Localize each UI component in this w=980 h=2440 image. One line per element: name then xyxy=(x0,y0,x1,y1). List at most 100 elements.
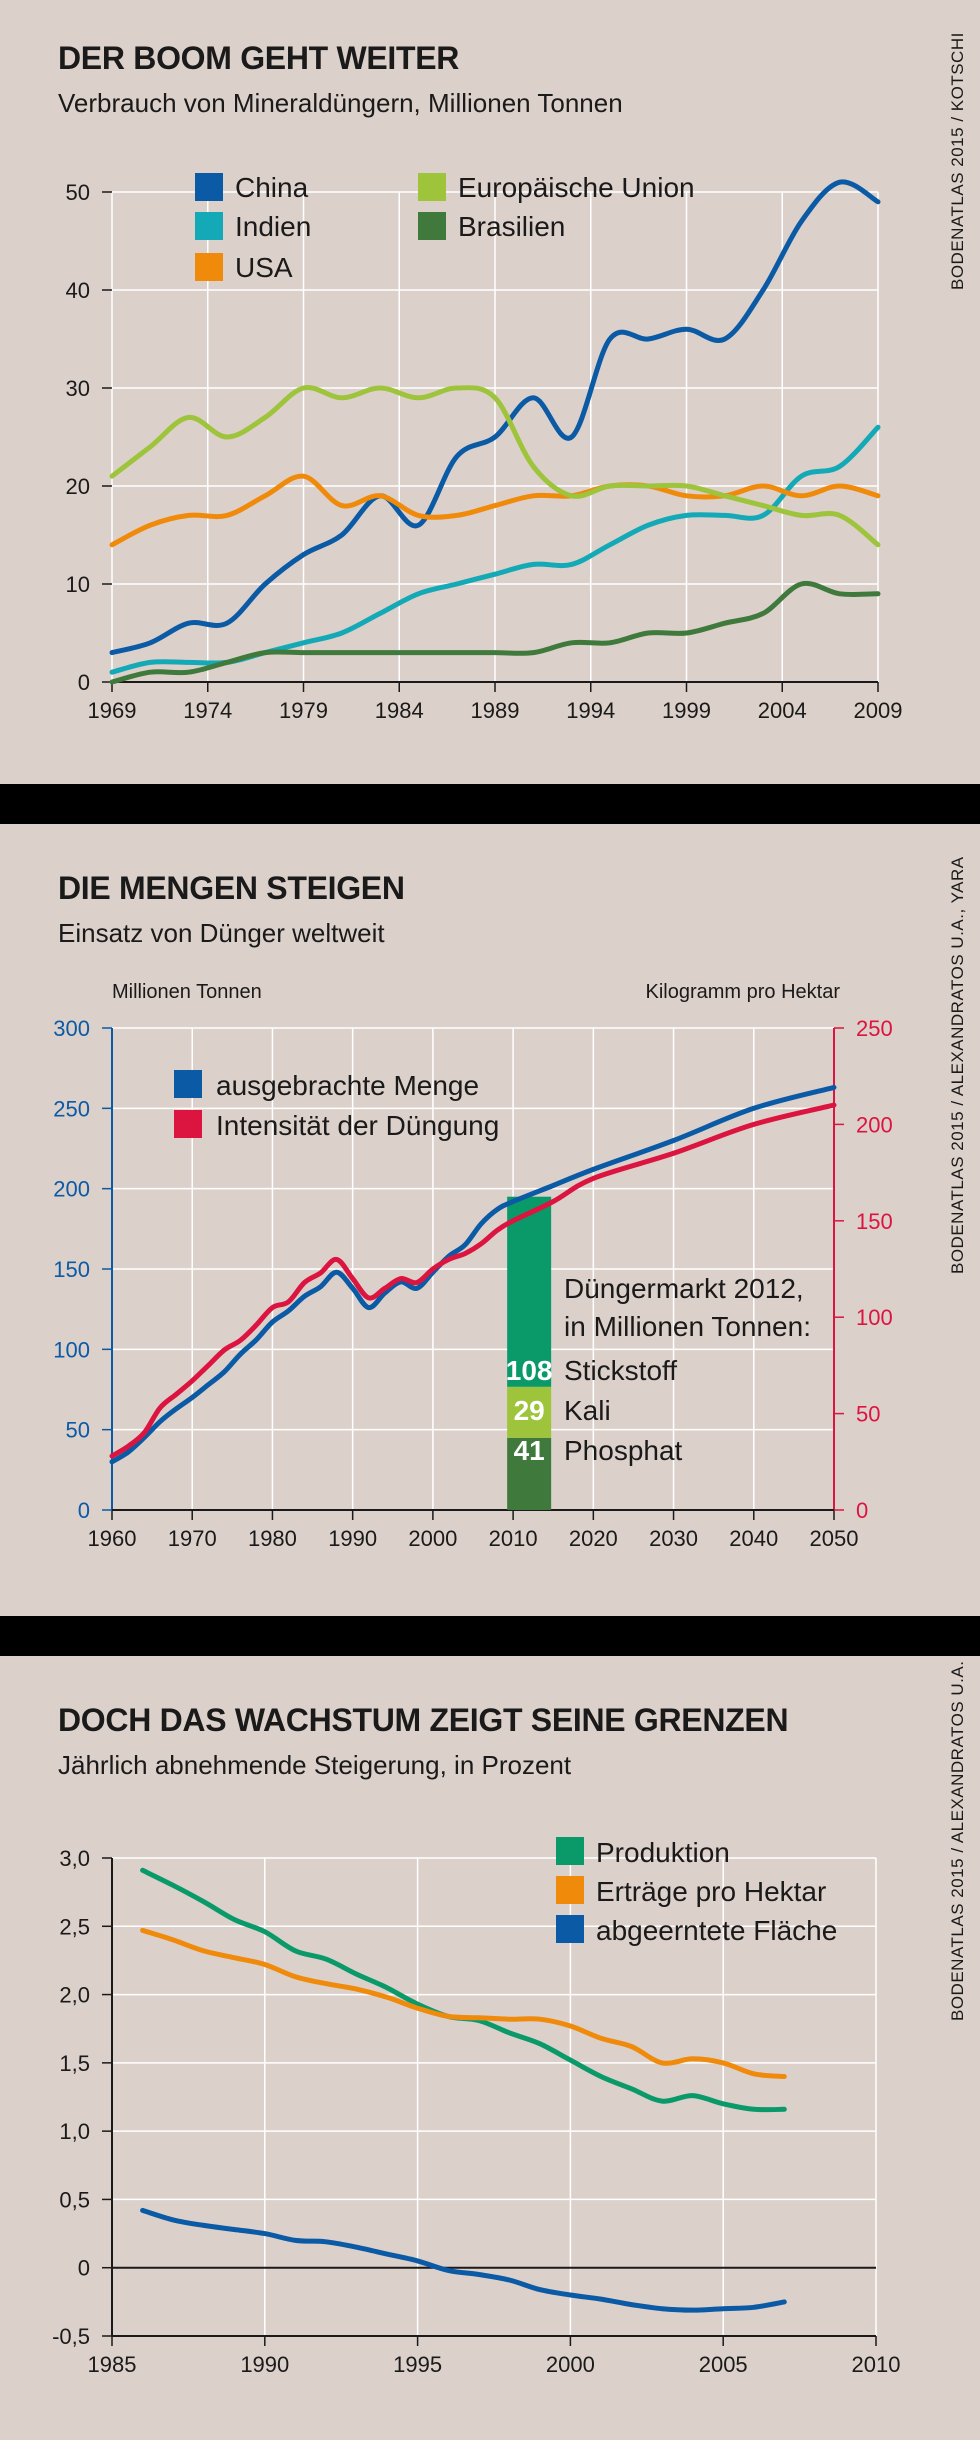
chart2-plot: 1960 1970 1980 1990 2000 2010 2020 2030 2040 2050… xyxy=(53,981,893,1551)
y-tick-label-right: 250 xyxy=(856,1016,893,1041)
y-tick-label-left: 200 xyxy=(53,1177,90,1202)
x-tick-label: 2004 xyxy=(758,698,807,723)
x-tick-label: 1985 xyxy=(88,2352,137,2377)
x-tick-label: 2010 xyxy=(852,2352,901,2377)
x-tick-label: 2030 xyxy=(649,1526,698,1551)
legend-swatch xyxy=(195,212,223,240)
y-tick-label: 3,0 xyxy=(59,1846,90,1871)
chart2-subtitle: Einsatz von Dünger weltweit xyxy=(58,918,385,948)
x-tick-label: 2040 xyxy=(729,1526,778,1551)
inset-bar-kali xyxy=(507,1386,552,1438)
chart2-title: DIE MENGEN STEIGEN xyxy=(58,870,405,906)
chart1-plot: 1969 1974 1979 1984 1989 1994 1999 2004 2009 0 10 2… xyxy=(66,172,903,723)
inset-bar-phosphat xyxy=(507,1437,552,1510)
series-line-intensitaet xyxy=(109,1102,837,1459)
legend-label: Europäische Union xyxy=(458,172,695,203)
chart-panel-1: DER BOOM GEHT WEITER Verbrauch von Miner… xyxy=(0,0,980,784)
legend-swatch xyxy=(195,253,223,281)
y-tick-label: -0,5 xyxy=(52,2324,90,2349)
y-tick-label-left: 100 xyxy=(53,1337,90,1362)
legend-swatch xyxy=(556,1837,584,1865)
y-axis-label-right: Kilogramm pro Hektar xyxy=(645,981,840,1003)
y-tick-label: 50 xyxy=(66,180,90,205)
chart3-subtitle: Jährlich abnehmende Steigerung, in Proze… xyxy=(58,1750,572,1780)
divider-1 xyxy=(0,784,980,824)
y-tick-label: 2,0 xyxy=(59,1983,90,2008)
series-line-eu xyxy=(109,384,881,548)
inset-value: 108 xyxy=(506,1355,553,1386)
inset-subtitle: in Millionen Tonnen: xyxy=(564,1311,811,1342)
x-tick-label: 2005 xyxy=(699,2352,748,2377)
legend-label: ausgebrachte Menge xyxy=(216,1070,479,1101)
legend-swatch xyxy=(195,173,223,201)
y-tick-label: 10 xyxy=(66,572,90,597)
x-tick-label: 1970 xyxy=(168,1526,217,1551)
series-line-ertraege xyxy=(140,1927,787,2079)
x-tick-label: 1980 xyxy=(248,1526,297,1551)
y-tick-label: 0,5 xyxy=(59,2187,90,2212)
inset-bar-stickstoff xyxy=(507,1196,552,1387)
x-tick-label: 1960 xyxy=(88,1526,137,1551)
y-tick-label: 0 xyxy=(78,670,90,695)
chart1-subtitle: Verbrauch von Mineraldüngern, Millionen … xyxy=(58,88,623,118)
legend-label: China xyxy=(235,172,309,203)
x-tick-label: 1995 xyxy=(393,2352,442,2377)
y-tick-label: 2,5 xyxy=(59,1914,90,1939)
y-tick-label-left: 50 xyxy=(66,1418,90,1443)
series-line-flaeche xyxy=(140,2207,787,2313)
x-tick-label: 2000 xyxy=(546,2352,595,2377)
x-tick-label: 2020 xyxy=(569,1526,618,1551)
x-tick-label: 2009 xyxy=(854,698,903,723)
legend-swatch xyxy=(556,1876,584,1904)
legend-swatch xyxy=(418,212,446,240)
series-line-usa xyxy=(109,473,881,548)
y-tick-label-right: 0 xyxy=(856,1498,868,1523)
y-tick-label: 0 xyxy=(78,2256,90,2281)
y-tick-label: 1,0 xyxy=(59,2119,90,2144)
x-tick-label: 1990 xyxy=(328,1526,377,1551)
chart1-title: DER BOOM GEHT WEITER xyxy=(58,40,460,76)
x-tick-label: 1989 xyxy=(471,698,520,723)
legend-swatch xyxy=(174,1070,202,1098)
inset-label: Stickstoff xyxy=(564,1355,677,1386)
legend-label: Brasilien xyxy=(458,211,565,242)
legend-label: Intensität der Düngung xyxy=(216,1110,499,1141)
y-tick-label-right: 200 xyxy=(856,1112,893,1137)
y-tick-label: 40 xyxy=(66,278,90,303)
x-tick-label: 2010 xyxy=(489,1526,538,1551)
x-tick-label: 1969 xyxy=(88,698,137,723)
series-line-china xyxy=(109,179,881,656)
y-tick-label-right: 50 xyxy=(856,1402,880,1427)
series-line-brasilien xyxy=(109,580,881,685)
legend-swatch xyxy=(174,1110,202,1138)
inset-value: 29 xyxy=(514,1395,545,1426)
chart3-title: DOCH DAS WACHSTUM ZEIGT SEINE GRENZEN xyxy=(58,1702,789,1738)
divider-2 xyxy=(0,1616,980,1656)
chart3-plot: 1985 1990 1995 2000 2005 2010 -0,5 0 0,5 1,0 1,5 2,… xyxy=(52,1837,901,2377)
legend-label: Indien xyxy=(235,211,311,242)
chart-panel-2: DIE MENGEN STEIGEN Einsatz von Dünger we… xyxy=(0,824,980,1616)
x-tick-label: 1990 xyxy=(240,2352,289,2377)
y-tick-label: 30 xyxy=(66,376,90,401)
x-tick-label: 1994 xyxy=(566,698,615,723)
legend-swatch xyxy=(556,1915,584,1943)
y-tick-label: 20 xyxy=(66,474,90,499)
legend-swatch xyxy=(418,173,446,201)
inset-label: Phosphat xyxy=(564,1435,683,1466)
inset-value: 41 xyxy=(514,1435,545,1466)
y-tick-label-left: 250 xyxy=(53,1096,90,1121)
y-tick-label-left: 300 xyxy=(53,1016,90,1041)
legend-label: abgeerntete Fläche xyxy=(596,1915,837,1946)
x-tick-label: 1974 xyxy=(183,698,232,723)
y-tick-label-right: 100 xyxy=(856,1305,893,1330)
inset-label: Kali xyxy=(564,1395,611,1426)
x-tick-label: 1979 xyxy=(279,698,328,723)
x-tick-label: 1999 xyxy=(662,698,711,723)
legend-label: Produktion xyxy=(596,1837,730,1868)
y-tick-label-left: 150 xyxy=(53,1257,90,1282)
y-tick-label-right: 150 xyxy=(856,1209,893,1234)
chart-panel-3: DOCH DAS WACHSTUM ZEIGT SEINE GRENZEN Jä… xyxy=(0,1656,980,2440)
y-tick-label-left: 0 xyxy=(78,1498,90,1523)
legend-label: USA xyxy=(235,252,293,283)
y-tick-label: 1,5 xyxy=(59,2051,90,2076)
